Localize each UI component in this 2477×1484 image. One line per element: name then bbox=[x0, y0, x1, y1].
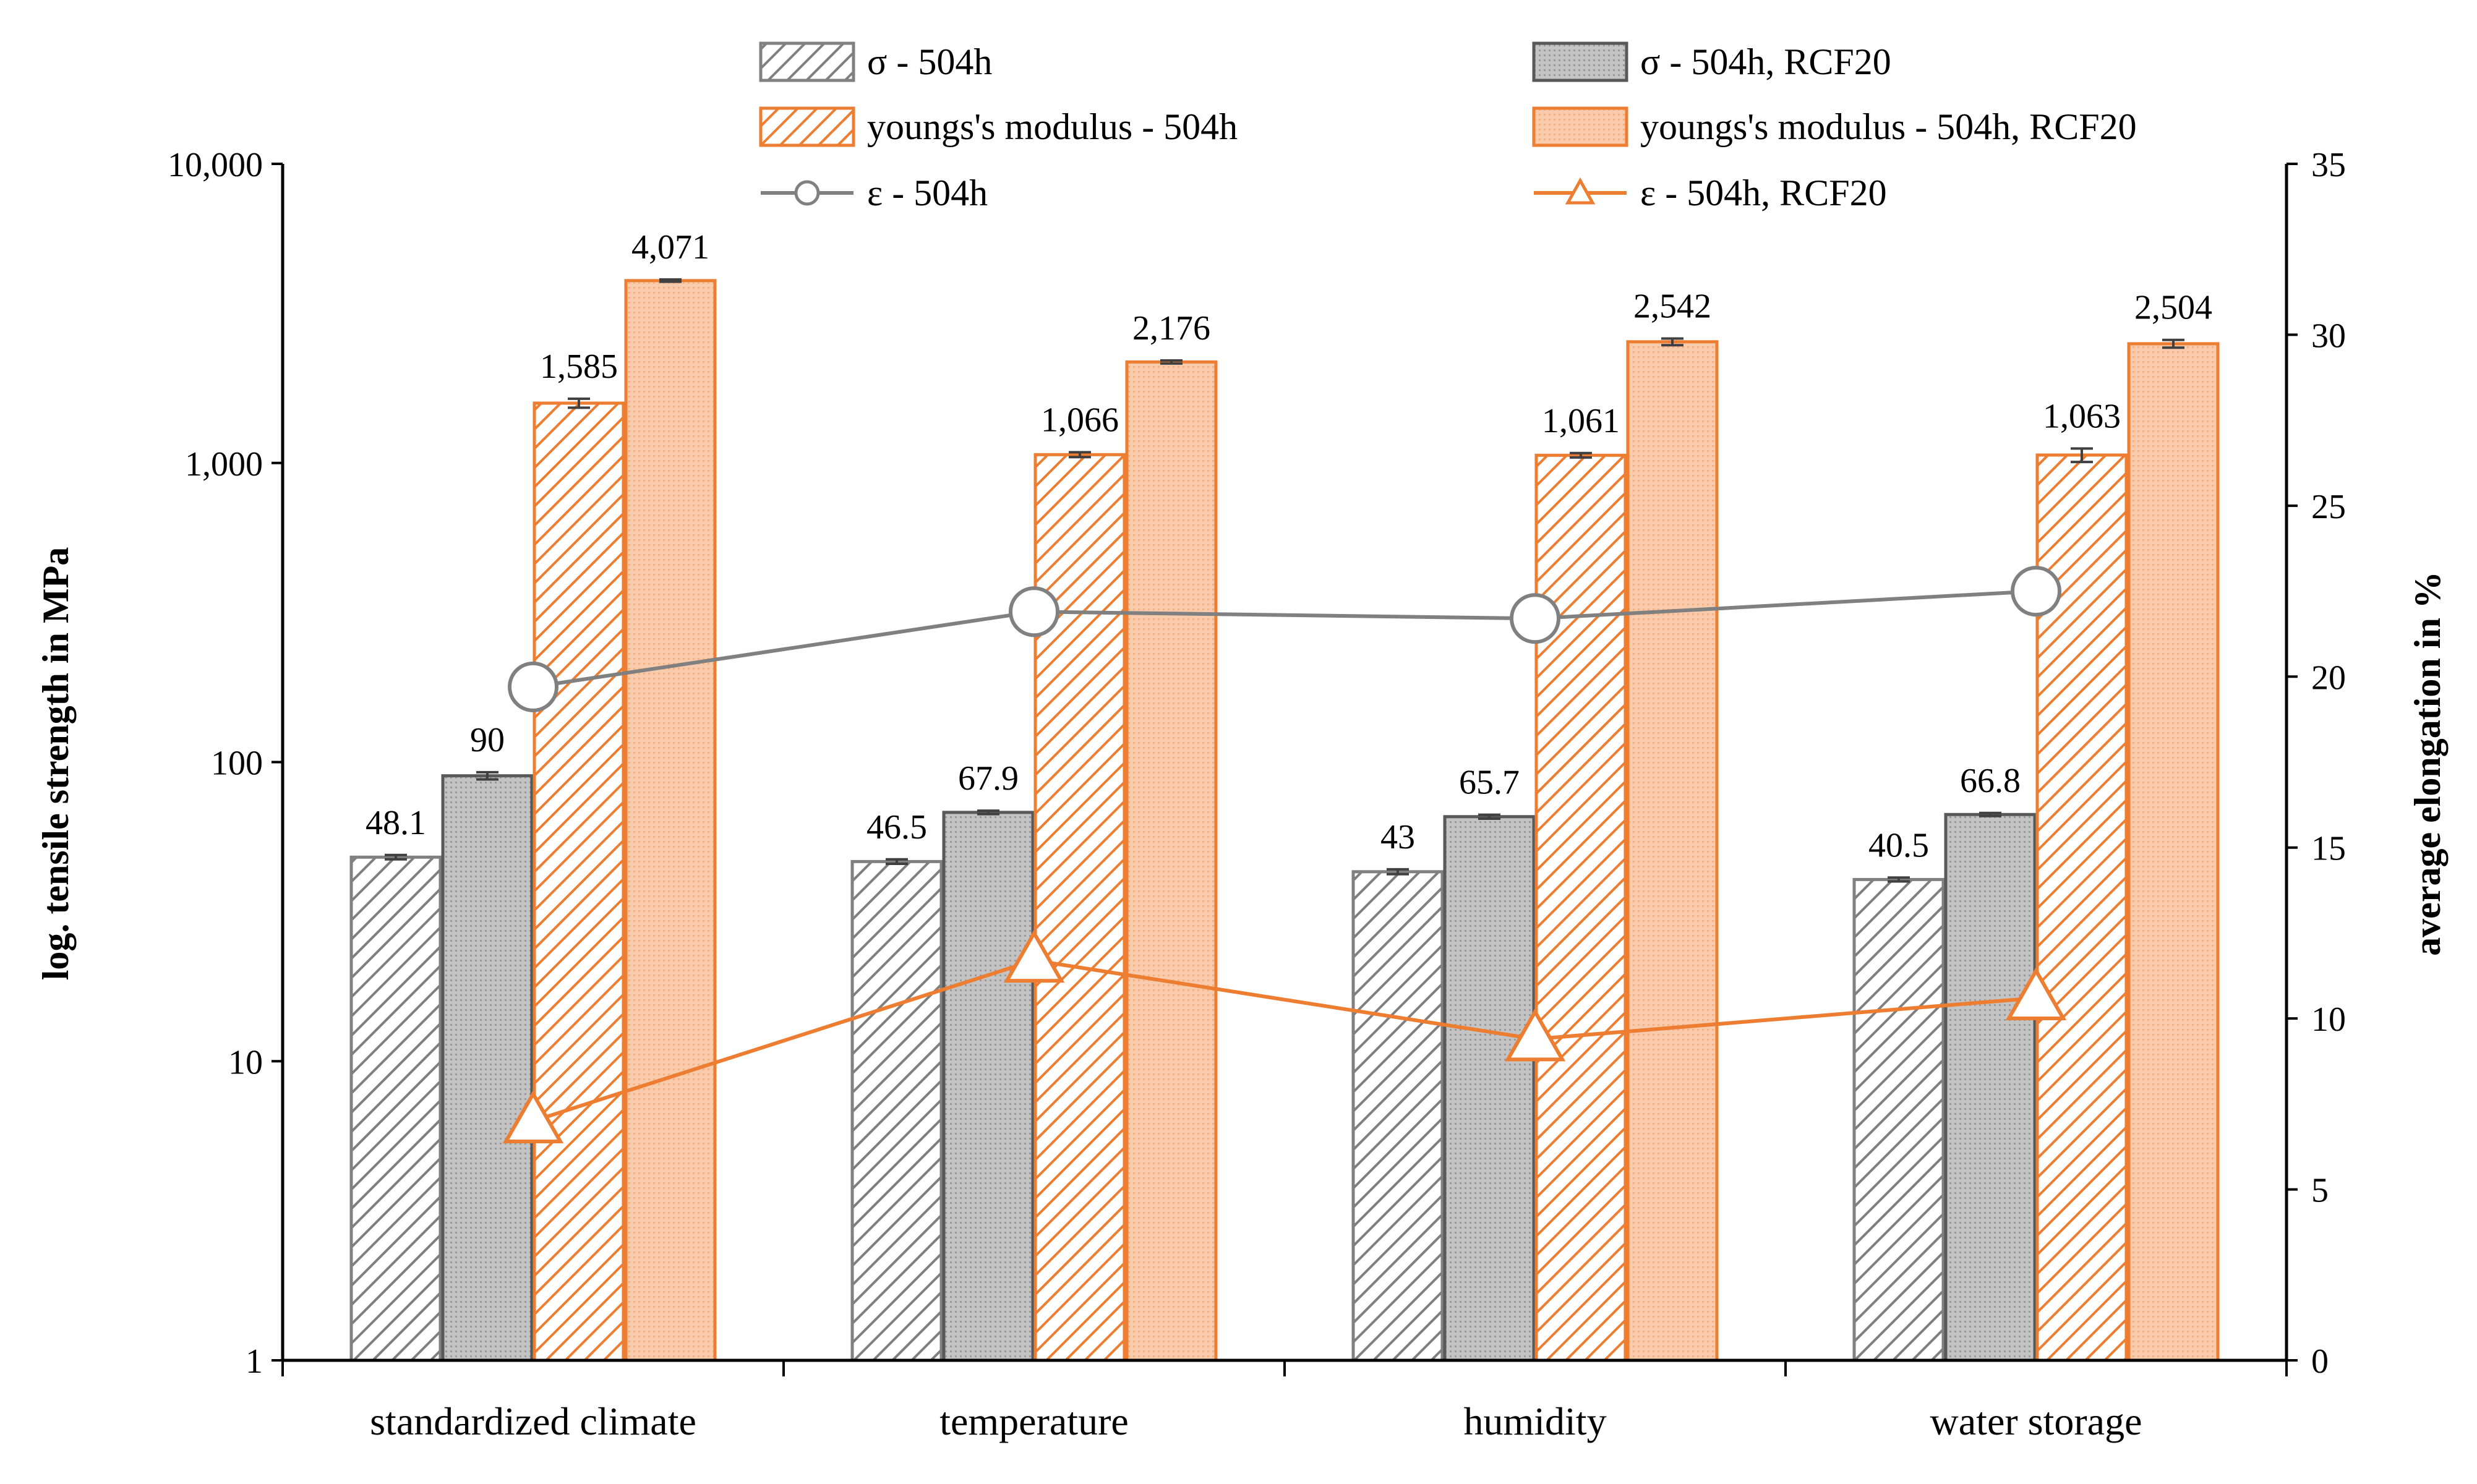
legend: σ - 504h σ - 504h, RCF20 youngs's modulus … bbox=[759, 41, 2137, 213]
line-point-triangle bbox=[1504, 1008, 1566, 1062]
y-tick-label: 10,000 bbox=[168, 146, 263, 184]
y2-tick-label: 15 bbox=[2311, 830, 2346, 868]
bar bbox=[1443, 815, 1536, 1362]
bar-value-label: 1,063 bbox=[2043, 397, 2121, 435]
bar bbox=[942, 811, 1035, 1362]
bar bbox=[850, 859, 943, 1362]
bar bbox=[1944, 812, 2037, 1362]
y2-tick-label: 0 bbox=[2311, 1342, 2329, 1381]
x-category-label: standardized climate bbox=[370, 1399, 696, 1443]
bar bbox=[2127, 342, 2220, 1362]
x-category-label: humidity bbox=[1463, 1399, 1606, 1443]
bar-value-label: 46.5 bbox=[866, 808, 927, 846]
series-line bbox=[533, 958, 2037, 1123]
line-point-triangle bbox=[2005, 966, 2067, 1020]
bar-value-label: 67.9 bbox=[958, 759, 1019, 798]
y2-tick-label: 35 bbox=[2311, 146, 2346, 184]
legend-swatch bbox=[1532, 41, 1628, 82]
bar-value-label: 40.5 bbox=[1868, 826, 1929, 864]
bar-value-label: 90 bbox=[470, 721, 505, 759]
bar-value-label: 2,176 bbox=[1132, 309, 1210, 348]
y2-tick-label: 25 bbox=[2311, 488, 2346, 526]
y2-tick-label: 5 bbox=[2311, 1172, 2329, 1210]
y2-tick-label: 30 bbox=[2311, 317, 2346, 355]
line-point-circle bbox=[2011, 566, 2061, 617]
bar-value-label: 1,585 bbox=[540, 348, 618, 386]
bar bbox=[349, 855, 442, 1362]
bar-value-label: 1,066 bbox=[1041, 401, 1119, 439]
bar bbox=[1852, 877, 1945, 1362]
y2-tick-label: 10 bbox=[2311, 1000, 2346, 1039]
legend-label: σ - 504h, RCF20 bbox=[1640, 41, 1891, 82]
bar-value-label: 43 bbox=[1380, 818, 1415, 856]
y-tick-label: 1 bbox=[246, 1342, 263, 1381]
legend-label: youngs's modulus - 504h bbox=[867, 106, 1238, 147]
legend-label: ε - 504h bbox=[867, 173, 988, 213]
line-point-circle bbox=[508, 661, 558, 712]
legend-marker-circle bbox=[794, 180, 820, 206]
line-point-triangle bbox=[1003, 929, 1065, 983]
x-category-label: water storage bbox=[1930, 1399, 2142, 1443]
line-point-circle bbox=[1510, 593, 1560, 644]
y-axis-title: log. tensile strength in MPa bbox=[35, 547, 76, 981]
bar-value-label: 2,542 bbox=[1633, 287, 1711, 325]
line-point-circle bbox=[1009, 586, 1059, 638]
bar bbox=[1626, 340, 1719, 1362]
bar-value-label: 2,504 bbox=[2134, 289, 2212, 327]
plot-area: 1 10 100 1,000 10,000 0 5 10 15 20 25 30 35 standardi… bbox=[168, 146, 2346, 1443]
bar bbox=[1534, 453, 1627, 1362]
y-tick-label: 10 bbox=[228, 1043, 263, 1081]
bar bbox=[533, 401, 625, 1362]
legend-swatch bbox=[759, 41, 855, 82]
y-tick-label: 1,000 bbox=[185, 445, 263, 484]
bar-value-label: 65.7 bbox=[1459, 764, 1520, 802]
line-point-triangle bbox=[502, 1090, 564, 1143]
series-line bbox=[533, 589, 2037, 689]
legend-label: ε - 504h, RCF20 bbox=[1640, 173, 1887, 213]
bar bbox=[1351, 870, 1444, 1362]
y2-axis-title: average elongation in % bbox=[2407, 571, 2448, 956]
bar bbox=[624, 279, 717, 1362]
bar bbox=[441, 774, 534, 1362]
x-category-label: temperature bbox=[939, 1399, 1129, 1443]
bar-value-label: 4,071 bbox=[631, 228, 709, 267]
legend-label: σ - 504h bbox=[867, 41, 992, 82]
bar-value-label: 66.8 bbox=[1960, 762, 2021, 800]
legend-marker-triangle bbox=[1565, 177, 1596, 205]
legend-label: youngs's modulus - 504h, RCF20 bbox=[1640, 106, 2137, 147]
y2-tick-label: 20 bbox=[2311, 659, 2346, 697]
legend-swatch bbox=[759, 106, 855, 147]
legend-swatch bbox=[1532, 106, 1628, 147]
bar-value-label: 48.1 bbox=[366, 804, 426, 842]
y-tick-label: 100 bbox=[211, 744, 263, 783]
bar bbox=[1033, 453, 1126, 1362]
axes bbox=[281, 164, 2288, 1362]
bar bbox=[1125, 360, 1218, 1362]
bar-value-label: 1,061 bbox=[1542, 402, 1620, 440]
